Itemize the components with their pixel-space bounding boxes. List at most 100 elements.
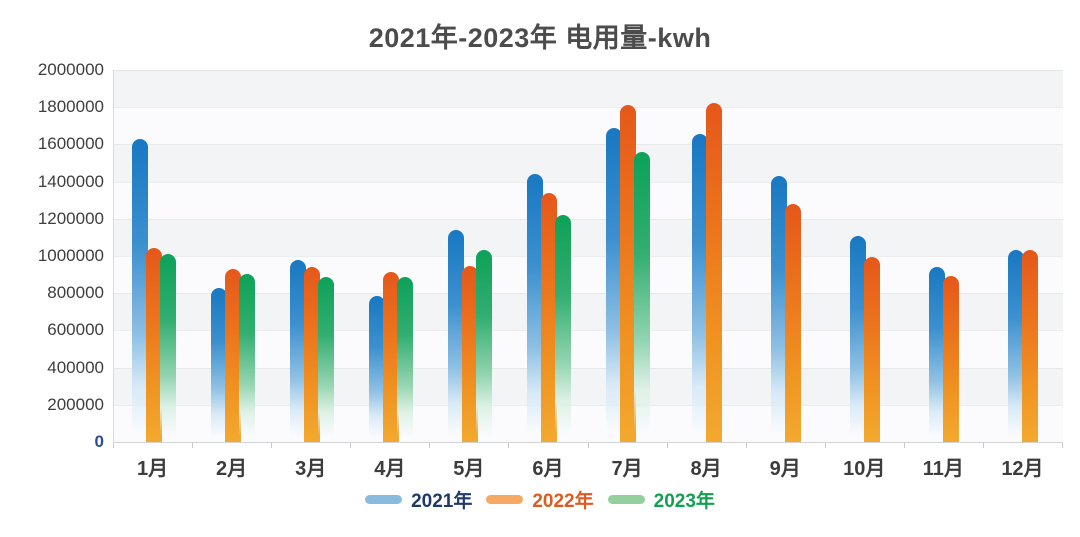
bar-2023年-1月 [159, 254, 176, 442]
bar-2021年-1月 [131, 138, 148, 442]
chart-title: 2021年-2023年 电用量-kwh [368, 23, 712, 53]
x-axis-label-1月: 1月 [136, 458, 169, 480]
bar-2023年-4月 [396, 277, 413, 442]
x-axis-label-11月: 11月 [922, 458, 964, 480]
x-axis-label-2月: 2月 [216, 458, 248, 480]
bar-2022年-6月 [540, 192, 557, 442]
bar-2021年-9月 [771, 176, 788, 442]
x-axis-tick [350, 443, 352, 448]
x-axis-tick [429, 443, 431, 448]
y-axis-tick-label: 400000 [47, 357, 104, 377]
bar-2023年-7月 [634, 151, 651, 442]
y-axis-tick-label: 600000 [47, 320, 104, 340]
bar-2022年-5月 [461, 266, 478, 442]
gridline [114, 70, 1063, 71]
x-axis-tick [192, 443, 194, 448]
bar-2023年-6月 [554, 215, 571, 442]
bar-2023年-5月 [475, 250, 492, 442]
bar-2021年-8月 [692, 134, 709, 442]
gridline [114, 256, 1063, 257]
gridline [114, 181, 1063, 183]
gridline [114, 367, 1063, 369]
x-axis-tick [982, 443, 984, 448]
bar-group-11月 [905, 267, 984, 442]
plot-band [114, 367, 1063, 405]
legend-item-2022年[interactable]: 2022年 [486, 486, 594, 513]
x-axis-tick [508, 443, 510, 448]
x-axis-tick [824, 443, 826, 448]
legend-label-2023年: 2023年 [653, 491, 715, 512]
x-axis-tick [271, 443, 273, 448]
gridline [114, 218, 1063, 220]
bar-2021年-4月 [368, 296, 385, 442]
x-axis-label-8月: 8月 [690, 458, 722, 480]
bar-group-2月 [193, 269, 272, 442]
gridline [114, 404, 1063, 406]
x-axis-tick [745, 443, 747, 448]
y-axis-tick-label: 200000 [47, 394, 104, 414]
bar-2022年-12月 [1022, 249, 1039, 442]
legend-item-2021年[interactable]: 2021年 [365, 486, 472, 513]
bar-2021年-11月 [929, 267, 946, 442]
gridline [114, 107, 1063, 109]
x-axis-tick [666, 443, 668, 448]
bar-2022年-8月 [706, 103, 723, 442]
gridline [114, 330, 1063, 332]
x-axis-label-4月: 4月 [374, 458, 406, 480]
bar-2022年-4月 [382, 271, 399, 442]
bar-group-4月 [351, 271, 430, 442]
plot-band [114, 107, 1063, 145]
bar-2022年-3月 [303, 267, 320, 442]
bar-2021年-10月 [850, 235, 867, 442]
bar-2021年-5月 [447, 229, 464, 442]
y-axis-tick-label: 1000000 [37, 246, 104, 265]
bar-group-5月 [430, 229, 509, 442]
y-axis-tick-label: 800000 [47, 283, 104, 303]
x-axis-tick [903, 443, 905, 448]
x-axis-label-10月: 10月 [843, 458, 886, 480]
bar-group-1月 [114, 138, 193, 442]
legend-label-2022年: 2022年 [532, 491, 594, 512]
bar-2021年-12月 [1008, 250, 1025, 442]
bar-2022年-1月 [145, 247, 162, 442]
bar-group-3月 [272, 259, 351, 442]
bar-2022年-9月 [785, 203, 802, 442]
bar-group-6月 [509, 174, 588, 442]
legend-swatch-2022年 [486, 495, 524, 504]
x-axis-tick [1062, 443, 1063, 448]
bar-2021年-3月 [289, 259, 306, 442]
x-axis-label-3月: 3月 [295, 458, 327, 480]
plot-band [114, 70, 1063, 108]
gridline [114, 144, 1063, 146]
plot-band [114, 144, 1063, 182]
y-axis-tick-label: 1800000 [37, 97, 104, 117]
y-axis-tick-label: 0 [94, 432, 104, 451]
bar-group-7月 [589, 105, 668, 442]
bar-2022年-11月 [943, 275, 960, 442]
y-axis-tick-label: 1600000 [37, 134, 104, 154]
plot-band [114, 256, 1063, 294]
bar-2021年-7月 [606, 127, 623, 442]
x-axis-label-7月: 7月 [611, 458, 643, 480]
legend-item-2023年[interactable]: 2023年 [607, 486, 715, 513]
bar-group-9月 [747, 176, 826, 442]
bar-group-12月 [984, 249, 1063, 442]
x-axis-label-6月: 6月 [532, 458, 564, 480]
gridline [114, 293, 1063, 295]
bar-2021年-6月 [526, 174, 543, 442]
bar-2022年-7月 [620, 105, 637, 442]
bar-group-8月 [668, 103, 747, 442]
y-axis-tick-label: 2000000 [37, 60, 104, 79]
x-axis-tick [113, 443, 114, 448]
bar-2022年-10月 [864, 256, 881, 442]
legend-swatch-2023年 [607, 495, 645, 504]
bar-2023年-3月 [317, 277, 334, 442]
plot-band [114, 218, 1063, 256]
bar-group-10月 [826, 235, 905, 442]
y-axis-tick-label: 1400000 [37, 171, 104, 191]
x-axis-label-9月: 9月 [769, 458, 801, 480]
plot-band [114, 404, 1063, 442]
plot-band [114, 181, 1063, 219]
bar-2022年-2月 [224, 269, 241, 442]
legend-label-2021年: 2021年 [411, 491, 473, 512]
